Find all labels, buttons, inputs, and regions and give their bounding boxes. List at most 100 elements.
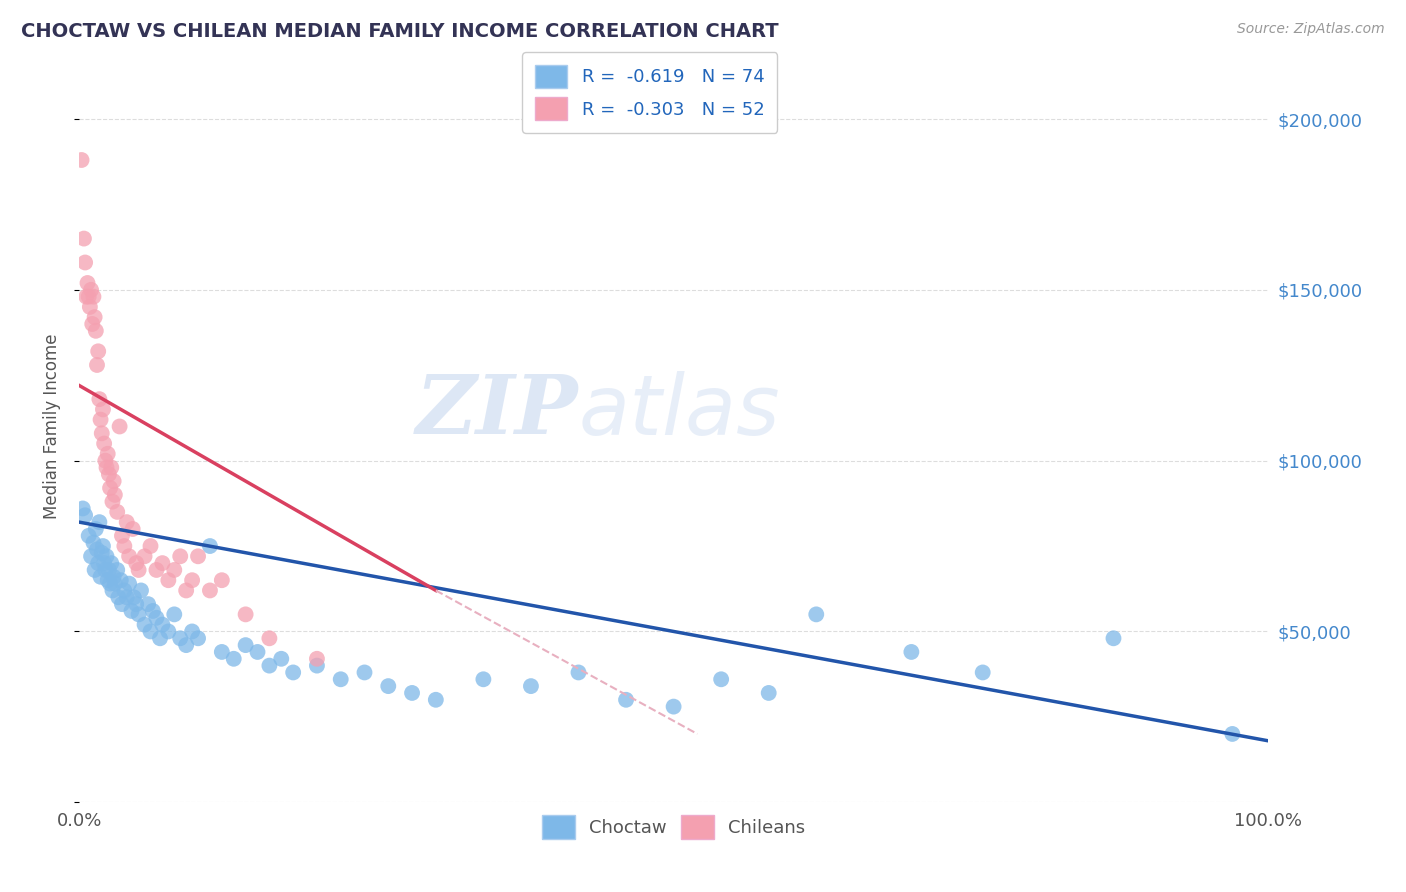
Point bbox=[103, 570, 125, 584]
Point bbox=[93, 436, 115, 450]
Point bbox=[125, 556, 148, 570]
Point bbox=[235, 638, 257, 652]
Y-axis label: Median Family Income: Median Family Income bbox=[44, 334, 60, 519]
Point bbox=[118, 549, 141, 564]
Point bbox=[169, 549, 191, 564]
Point bbox=[118, 576, 141, 591]
Point bbox=[149, 632, 172, 646]
Point bbox=[710, 673, 733, 687]
Point bbox=[79, 300, 101, 314]
Point bbox=[157, 573, 180, 587]
Point bbox=[90, 570, 112, 584]
Point bbox=[82, 317, 104, 331]
Point bbox=[98, 576, 121, 591]
Point bbox=[567, 665, 589, 680]
Point bbox=[83, 310, 105, 325]
Point bbox=[105, 563, 128, 577]
Point bbox=[174, 583, 197, 598]
Point bbox=[520, 679, 543, 693]
Point bbox=[97, 573, 120, 587]
Point bbox=[198, 539, 221, 553]
Point bbox=[377, 679, 399, 693]
Point bbox=[157, 624, 180, 639]
Point bbox=[121, 604, 143, 618]
Point bbox=[198, 583, 221, 598]
Point bbox=[101, 494, 124, 508]
Point bbox=[174, 638, 197, 652]
Point bbox=[87, 344, 110, 359]
Point bbox=[425, 693, 447, 707]
Point bbox=[115, 515, 138, 529]
Point bbox=[401, 686, 423, 700]
Point bbox=[187, 549, 209, 564]
Point bbox=[259, 632, 281, 646]
Point bbox=[129, 583, 152, 598]
Point bbox=[84, 324, 107, 338]
Point bbox=[169, 632, 191, 646]
Point bbox=[96, 460, 118, 475]
Point bbox=[145, 563, 167, 577]
Point bbox=[270, 652, 292, 666]
Point bbox=[90, 412, 112, 426]
Point bbox=[94, 453, 117, 467]
Point bbox=[163, 563, 186, 577]
Point bbox=[98, 481, 121, 495]
Point bbox=[235, 607, 257, 622]
Point bbox=[90, 546, 112, 560]
Point bbox=[259, 658, 281, 673]
Point bbox=[139, 624, 162, 639]
Point bbox=[211, 645, 233, 659]
Point bbox=[111, 597, 134, 611]
Text: atlas: atlas bbox=[578, 371, 780, 452]
Point bbox=[472, 673, 495, 687]
Point bbox=[1222, 727, 1244, 741]
Point bbox=[972, 665, 994, 680]
Point bbox=[86, 358, 108, 372]
Point bbox=[104, 576, 127, 591]
Point bbox=[76, 276, 98, 290]
Point bbox=[662, 699, 685, 714]
Point bbox=[1102, 632, 1125, 646]
Point bbox=[91, 539, 114, 553]
Point bbox=[139, 539, 162, 553]
Point bbox=[614, 693, 637, 707]
Text: CHOCTAW VS CHILEAN MEDIAN FAMILY INCOME CORRELATION CHART: CHOCTAW VS CHILEAN MEDIAN FAMILY INCOME … bbox=[21, 22, 779, 41]
Point bbox=[121, 522, 143, 536]
Point bbox=[75, 290, 97, 304]
Point bbox=[353, 665, 375, 680]
Point bbox=[94, 563, 117, 577]
Point bbox=[107, 591, 129, 605]
Legend: Choctaw, Chileans: Choctaw, Chileans bbox=[534, 808, 813, 846]
Point bbox=[329, 673, 352, 687]
Point bbox=[105, 505, 128, 519]
Point bbox=[806, 607, 828, 622]
Point bbox=[75, 255, 97, 269]
Point bbox=[77, 529, 100, 543]
Point bbox=[246, 645, 269, 659]
Point bbox=[87, 556, 110, 570]
Point bbox=[80, 283, 103, 297]
Point bbox=[108, 419, 131, 434]
Point bbox=[89, 392, 111, 406]
Point bbox=[115, 591, 138, 605]
Point bbox=[75, 508, 97, 523]
Point bbox=[73, 231, 96, 245]
Point bbox=[112, 583, 135, 598]
Point bbox=[93, 556, 115, 570]
Point bbox=[97, 447, 120, 461]
Point bbox=[72, 501, 94, 516]
Point bbox=[122, 591, 145, 605]
Point bbox=[134, 617, 156, 632]
Point bbox=[103, 474, 125, 488]
Point bbox=[163, 607, 186, 622]
Point bbox=[86, 542, 108, 557]
Point bbox=[90, 426, 112, 441]
Point bbox=[91, 402, 114, 417]
Point bbox=[128, 563, 150, 577]
Point bbox=[136, 597, 159, 611]
Point bbox=[222, 652, 245, 666]
Point bbox=[181, 624, 204, 639]
Point bbox=[82, 290, 104, 304]
Point bbox=[211, 573, 233, 587]
Text: Source: ZipAtlas.com: Source: ZipAtlas.com bbox=[1237, 22, 1385, 37]
